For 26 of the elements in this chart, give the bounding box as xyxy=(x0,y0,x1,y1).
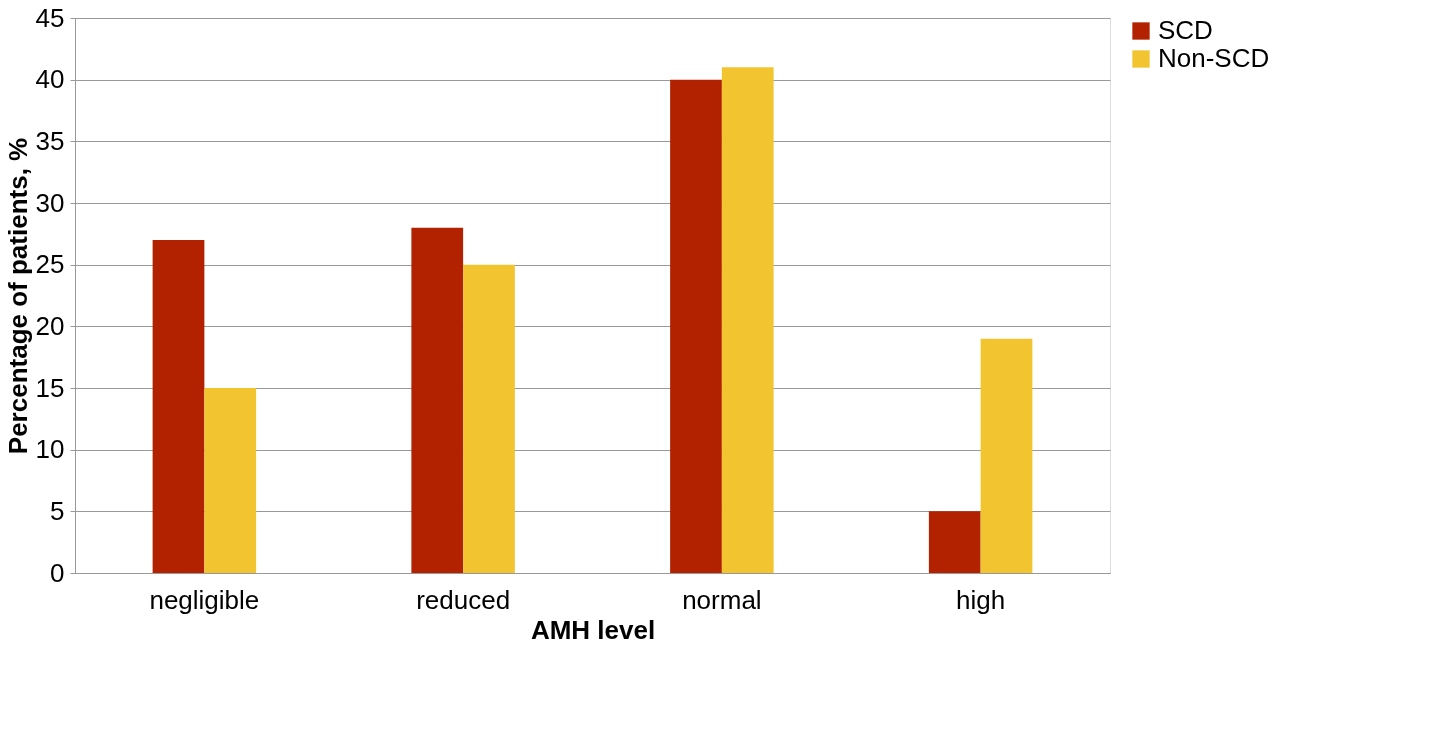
bar xyxy=(204,388,257,573)
legend-label: Non-SCD xyxy=(1158,43,1270,73)
bar xyxy=(721,67,774,573)
y-tick-label: 25 xyxy=(35,249,65,280)
y-axis-title: Percentage of patients, % xyxy=(2,137,33,455)
y-tick-label: 10 xyxy=(35,434,65,465)
y-tick-label: 45 xyxy=(35,2,65,33)
bar xyxy=(670,79,722,573)
bar xyxy=(152,240,205,573)
x-tick-label: high xyxy=(956,584,1006,615)
y-tick-label: 20 xyxy=(35,310,65,341)
bar xyxy=(980,338,1033,573)
y-tick-label: 15 xyxy=(35,372,65,403)
y-tick-label: 5 xyxy=(50,495,65,526)
x-axis-title: AMH level xyxy=(530,614,656,645)
y-tick-label: 30 xyxy=(35,187,65,218)
x-tick-label: reduced xyxy=(416,584,511,615)
legend-label: SCD xyxy=(1158,15,1213,45)
x-tick-label: negligible xyxy=(149,584,260,615)
bar xyxy=(928,511,981,573)
x-tick-label: normal xyxy=(682,584,762,615)
bar xyxy=(411,227,464,573)
y-tick-label: 40 xyxy=(35,64,65,95)
y-tick-label: 0 xyxy=(50,557,65,588)
bar xyxy=(463,264,515,573)
y-tick-label: 35 xyxy=(35,125,65,156)
